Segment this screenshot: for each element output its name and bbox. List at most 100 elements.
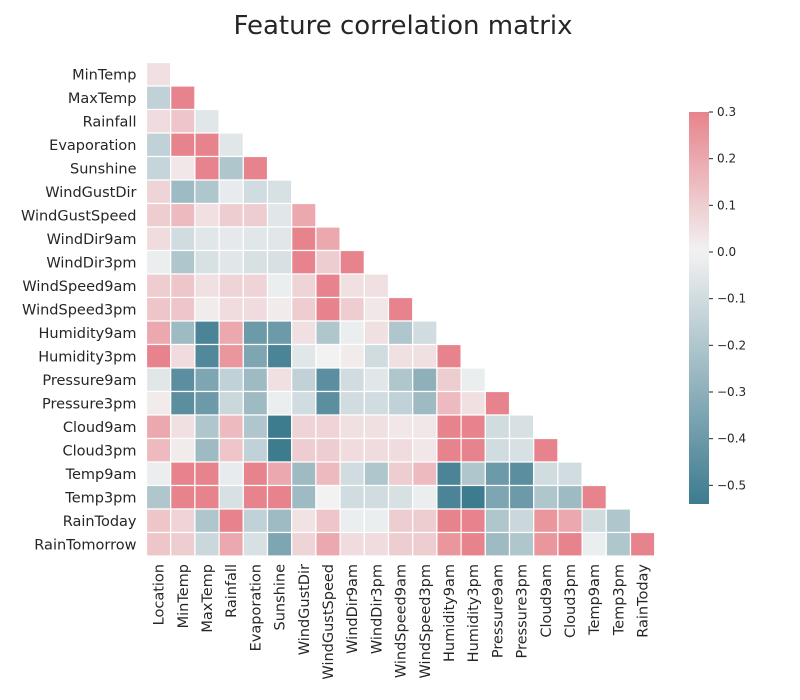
heatmap-cell <box>145 367 172 393</box>
heatmap-cell <box>339 296 365 322</box>
heatmap-cell <box>266 343 293 369</box>
heatmap-cell <box>218 531 244 557</box>
heatmap-cell <box>363 437 390 463</box>
heatmap-cell <box>194 531 220 557</box>
heatmap-cell <box>291 531 317 557</box>
heatmap-cell <box>339 343 365 369</box>
heatmap-cell <box>484 461 511 487</box>
heatmap-cell <box>508 508 535 534</box>
heatmap-cell <box>339 508 365 534</box>
heatmap-cell <box>533 484 559 510</box>
heatmap-cell <box>484 390 511 416</box>
heatmap-cell <box>170 296 196 322</box>
heatmap-cell <box>242 249 269 275</box>
heatmap-cell <box>315 343 341 369</box>
heatmap-cell <box>145 437 172 463</box>
heatmap-cell <box>218 320 244 346</box>
column-tick-label: RainToday <box>636 564 652 638</box>
heatmap-cell <box>266 508 293 534</box>
column-tick-label: Temp3pm <box>611 564 627 636</box>
heatmap-cell <box>581 531 607 557</box>
heatmap-cell <box>194 437 220 463</box>
chart-title: Feature correlation matrix <box>233 11 572 41</box>
heatmap-cell <box>412 508 438 534</box>
heatmap-cell <box>291 414 317 440</box>
row-tick-label: RainTomorrow <box>34 537 136 553</box>
heatmap-cell <box>266 273 293 299</box>
heatmap-cell <box>412 367 438 393</box>
heatmap-cell <box>387 320 414 346</box>
heatmap-cell <box>291 437 317 463</box>
column-tick-label: Cloud3pm <box>563 564 579 638</box>
heatmap-cell <box>194 226 220 252</box>
heatmap-cell <box>339 249 365 275</box>
column-tick-label: Sunshine <box>273 564 289 631</box>
heatmap-cell <box>605 531 632 557</box>
heatmap-cell <box>242 320 269 346</box>
colorbar-tick-label: −0.3 <box>717 385 746 399</box>
heatmap-cell <box>266 249 293 275</box>
heatmap-cell <box>363 461 390 487</box>
heatmap-cell <box>170 461 196 487</box>
colorbar-ticks: 0.3 0.2 0.1 0.0 −0.1 −0.2 −0.3 −0.4 −0.5 <box>709 105 746 492</box>
heatmap-cell <box>436 531 462 557</box>
heatmap-cell <box>145 320 172 346</box>
heatmap-cell <box>194 132 220 158</box>
heatmap-cell <box>145 155 172 181</box>
heatmap-cell <box>170 85 196 111</box>
heatmap-cell <box>339 367 365 393</box>
heatmap-cell <box>170 155 196 181</box>
heatmap-cell <box>170 414 196 440</box>
heatmap-cell <box>291 390 317 416</box>
row-tick-label: MaxTemp <box>68 91 137 107</box>
heatmap-cell <box>218 390 244 416</box>
heatmap-cell <box>339 461 365 487</box>
heatmap-cell <box>194 414 220 440</box>
heatmap-cell <box>315 390 341 416</box>
heatmap-cell <box>339 531 365 557</box>
heatmap-cell <box>412 531 438 557</box>
column-tick-label: Pressure3pm <box>515 564 531 658</box>
heatmap-cell <box>170 273 196 299</box>
row-tick-label: RainToday <box>63 514 137 530</box>
heatmap-cell <box>460 390 486 416</box>
heatmap-cell <box>436 484 462 510</box>
column-tick-label: Pressure9am <box>490 564 506 658</box>
heatmap-cell <box>170 108 196 134</box>
row-tick-label: MinTemp <box>72 67 136 83</box>
heatmap-cell <box>266 202 293 228</box>
heatmap-cell <box>194 484 220 510</box>
heatmap-cell <box>412 414 438 440</box>
column-tick-label: WindDir9am <box>345 564 361 654</box>
heatmap-cell <box>339 414 365 440</box>
heatmap-cell <box>170 508 196 534</box>
column-tick-label: Cloud9am <box>539 564 555 638</box>
heatmap-cell <box>315 226 341 252</box>
heatmap-cell <box>460 437 486 463</box>
heatmap-cells <box>145 61 656 557</box>
heatmap-cell <box>242 414 269 440</box>
heatmap-cell <box>145 296 172 322</box>
row-tick-label: Rainfall <box>83 114 137 130</box>
heatmap-cell <box>557 508 583 534</box>
heatmap-cell <box>194 367 220 393</box>
heatmap-cell <box>266 390 293 416</box>
heatmap-cell <box>291 202 317 228</box>
heatmap-cell <box>218 226 244 252</box>
heatmap-cell <box>412 390 438 416</box>
row-tick-label: Cloud3pm <box>63 443 137 459</box>
heatmap-cell <box>194 179 220 205</box>
row-tick-label: Sunshine <box>70 161 137 177</box>
heatmap-cell <box>145 484 172 510</box>
heatmap-cell <box>605 508 632 534</box>
row-tick-label: WindSpeed9am <box>22 279 136 295</box>
heatmap-cell <box>436 390 462 416</box>
heatmap-cell <box>387 461 414 487</box>
column-tick-label: WindSpeed3pm <box>418 564 434 678</box>
heatmap-cell <box>484 414 511 440</box>
heatmap-cell <box>194 155 220 181</box>
heatmap-cell <box>170 132 196 158</box>
heatmap-cell <box>242 226 269 252</box>
heatmap-cell <box>533 508 559 534</box>
